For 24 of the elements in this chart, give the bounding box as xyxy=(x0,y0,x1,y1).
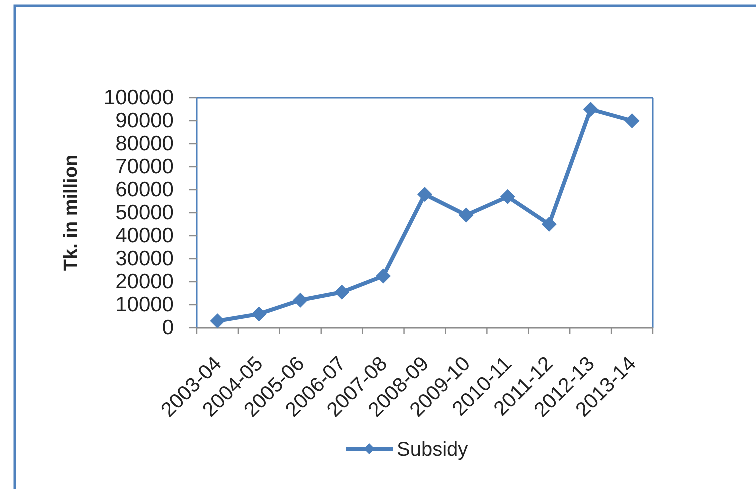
y-tick-label: 40000 xyxy=(116,224,174,248)
y-tick-label: 60000 xyxy=(116,178,174,202)
point xyxy=(500,189,516,204)
legend-label: Subsidy xyxy=(397,439,468,461)
y-tick-label: 20000 xyxy=(116,270,174,294)
point xyxy=(624,114,640,128)
point xyxy=(376,268,392,284)
point xyxy=(458,208,474,223)
point xyxy=(418,187,432,202)
y-tick-label: 0 xyxy=(162,316,174,340)
point xyxy=(583,102,598,117)
point xyxy=(542,217,557,232)
y-tick-label: 90000 xyxy=(116,110,174,133)
point xyxy=(334,284,350,300)
y-tick-label: 100000 xyxy=(104,86,174,110)
y-tick-label: 50000 xyxy=(116,202,174,225)
y-tick-label: 10000 xyxy=(116,294,174,317)
y-tick-label: 70000 xyxy=(116,156,174,179)
y-tick-label: 80000 xyxy=(116,132,174,156)
point xyxy=(293,292,308,308)
y-axis-title: Tk. in million xyxy=(61,154,82,272)
point xyxy=(252,306,267,322)
point xyxy=(210,314,226,329)
y-tick-label: 30000 xyxy=(116,248,174,271)
